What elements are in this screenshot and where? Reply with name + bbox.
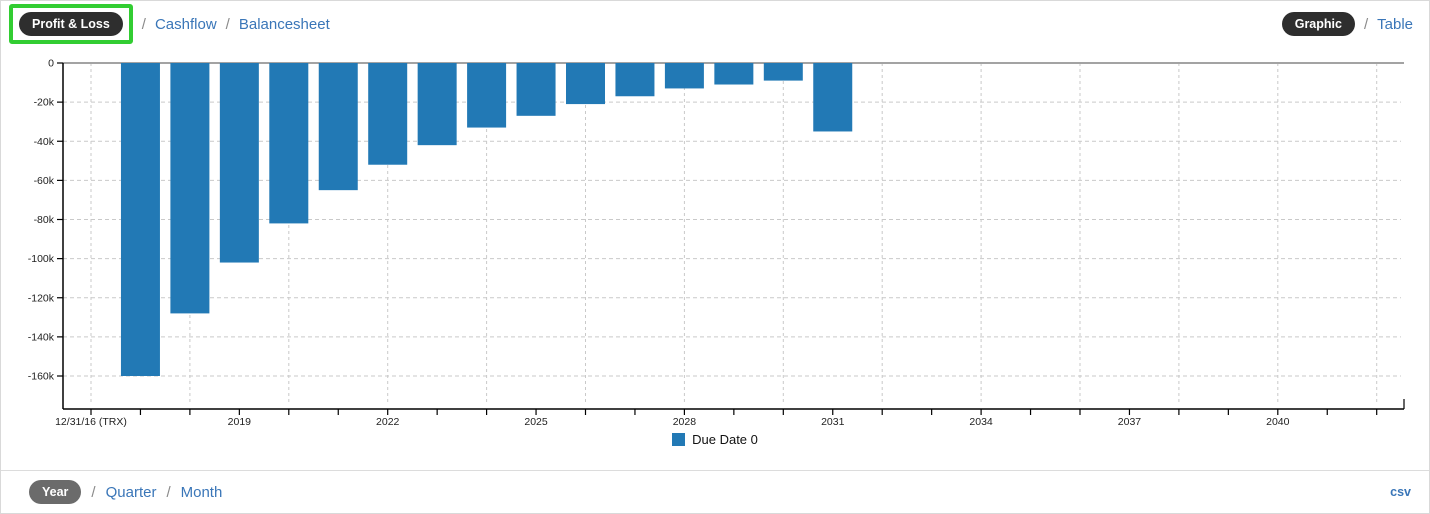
display-mode-switcher: Graphic / Table [1281, 11, 1413, 37]
y-tick-label: 0 [48, 58, 54, 70]
y-tick-label: -40k [34, 136, 55, 148]
y-tick-label: -60k [34, 175, 55, 187]
tab-graphic[interactable]: Graphic [1281, 11, 1355, 37]
report-footer: Year / Quarter / Month csv [1, 470, 1429, 513]
tab-balancesheet[interactable]: Balancesheet [238, 15, 330, 33]
bar [763, 63, 803, 81]
y-tick-label: -140k [28, 331, 55, 343]
bar [714, 63, 754, 85]
y-tick-label: -20k [34, 97, 55, 109]
bar [467, 63, 507, 128]
x-tick-label: 2019 [228, 416, 252, 428]
x-tick-label: 2037 [1118, 416, 1142, 428]
annotation-highlight-box: Profit & Loss [9, 3, 133, 45]
x-tick-label: 2028 [673, 416, 697, 428]
report-header: Profit & Loss / Cashflow / Balancesheet … [1, 1, 1429, 47]
chart-canvas[interactable]: 0 -20k -40k -60k -80k -100k -120k -140k -160k 12/… [1, 1, 1430, 471]
report-type-switcher: Profit & Loss / Cashflow / Balancesheet [9, 3, 330, 45]
y-tick-label: -80k [34, 214, 55, 226]
tab-month[interactable]: Month [180, 483, 223, 501]
y-tick-label: -120k [28, 292, 55, 304]
x-tick-label: 12/31/16 (TRX) [55, 416, 127, 428]
x-tick-label: 2022 [376, 416, 400, 428]
x-tick-label: 2031 [821, 416, 845, 428]
bar [368, 63, 408, 165]
bar [566, 63, 605, 105]
x-tick-label: 2040 [1266, 416, 1290, 428]
bar [219, 63, 259, 263]
bar [318, 63, 358, 191]
separator: / [166, 483, 171, 501]
separator: / [91, 483, 96, 501]
bar [516, 63, 556, 116]
x-tick-label: 2034 [969, 416, 993, 428]
bar [170, 63, 210, 314]
x-tick-label: 2025 [524, 416, 548, 428]
period-switcher: Year / Quarter / Month [29, 479, 223, 505]
y-tick-label: -100k [28, 253, 55, 265]
tab-table[interactable]: Table [1377, 15, 1413, 33]
bar [269, 63, 309, 224]
bar [664, 63, 704, 89]
separator: / [141, 15, 146, 33]
csv-export-link[interactable]: csv [1390, 485, 1411, 499]
tab-quarter[interactable]: Quarter [105, 483, 157, 501]
bar [120, 63, 160, 376]
separator: / [1363, 15, 1369, 33]
tab-year[interactable]: Year [29, 479, 82, 505]
bar [417, 63, 457, 146]
bar [813, 63, 853, 132]
separator: / [225, 15, 230, 33]
y-tick-label: -160k [28, 371, 55, 383]
bar [615, 63, 655, 97]
tab-profit-and-loss[interactable]: Profit & Loss [19, 11, 123, 37]
tab-cashflow[interactable]: Cashflow [154, 15, 217, 33]
